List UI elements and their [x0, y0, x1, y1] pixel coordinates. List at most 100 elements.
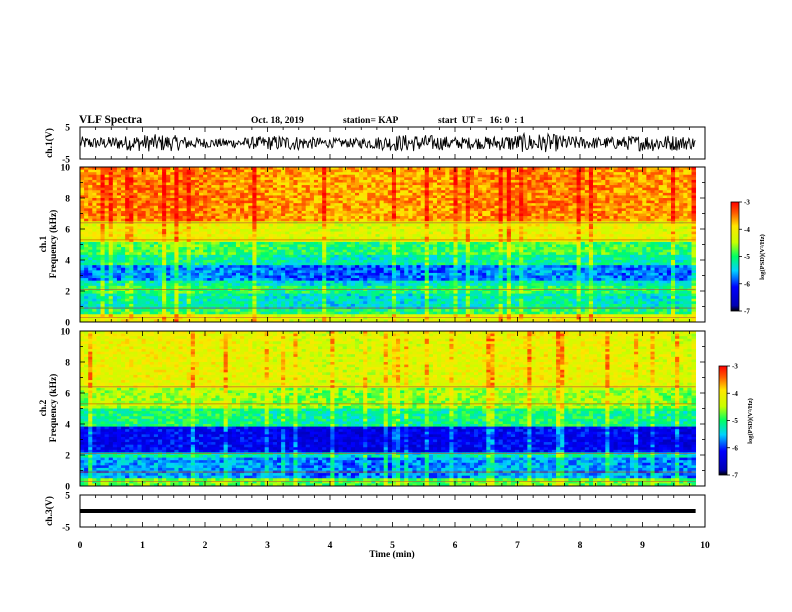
spectrogram-cell — [248, 314, 253, 318]
spectrogram-cell — [346, 262, 352, 266]
spectrogram-cell — [199, 298, 204, 302]
spectrogram-cell — [334, 270, 339, 274]
spectrogram-cell — [80, 208, 85, 212]
spectrogram-cell — [145, 288, 151, 292]
spectrogram-cell — [330, 223, 335, 227]
spectrogram-cell — [244, 179, 249, 183]
spectrogram-cell — [190, 272, 196, 276]
spectrogram-cell — [149, 190, 155, 194]
spectrogram-cell — [309, 172, 315, 176]
spectrogram-cell — [166, 179, 171, 183]
spectrogram-cell — [383, 216, 389, 220]
spectrogram-cell — [285, 270, 290, 274]
spectrogram-cell — [359, 309, 364, 313]
spectrogram-cell — [272, 319, 278, 323]
spectrogram-cell — [359, 218, 364, 222]
spectrogram-cell — [194, 272, 200, 276]
spectrogram-cell — [108, 187, 114, 191]
spectrogram-cell — [223, 298, 229, 302]
spectrogram-cell — [285, 247, 290, 251]
spectrogram-cell — [260, 244, 266, 248]
spectrogram-cell — [108, 231, 114, 235]
spectrogram-cell — [260, 190, 266, 194]
spectrogram-cell — [367, 283, 372, 287]
spectrogram-cell — [256, 231, 261, 235]
spectrogram-cell — [199, 182, 204, 186]
spectrogram-cell — [112, 200, 118, 204]
spectrogram-cell — [240, 298, 245, 302]
spectrogram-cell — [342, 177, 348, 181]
spectrogram-cell — [112, 244, 118, 248]
spectrogram-cell — [219, 223, 225, 227]
spectrogram-cell — [178, 311, 183, 315]
spectrogram-cell — [277, 236, 282, 240]
spectrogram-cell — [383, 260, 389, 263]
spectrogram-cell — [153, 205, 159, 209]
spectrogram-cell — [277, 296, 282, 300]
spectrogram-cell — [285, 229, 290, 232]
spectrogram-cell — [391, 301, 397, 305]
spectrogram-cell — [359, 247, 364, 251]
spectrogram-cell — [88, 192, 93, 196]
spectrogram-cell — [387, 283, 393, 287]
spectrogram-cell — [129, 311, 134, 315]
spectrogram-cell — [166, 172, 171, 176]
spectrogram-cell — [264, 244, 270, 248]
spectrogram-cell — [182, 298, 188, 302]
spectrogram-cell — [223, 241, 229, 245]
spectrogram-cell — [412, 252, 417, 256]
spectrogram-cell — [338, 244, 344, 248]
spectrogram-cell — [383, 311, 389, 315]
spectrogram-cell — [318, 283, 323, 287]
spectrogram-cell — [137, 229, 142, 232]
spectrogram-cell — [313, 187, 319, 191]
spectrogram-cell — [313, 309, 319, 313]
spectrogram-cell — [104, 226, 110, 230]
spectrogram-cell — [203, 210, 208, 214]
spectrogram-cell — [400, 296, 405, 300]
spectrogram-cell — [199, 303, 204, 307]
spectrogram-cell — [211, 192, 216, 196]
spectrogram-cell — [227, 301, 233, 305]
spectrogram-cell — [178, 247, 183, 251]
spectrogram-cell — [264, 298, 270, 302]
spectrogram-cell — [227, 316, 233, 320]
spectrogram-cell — [133, 179, 138, 183]
spectrogram-cell — [215, 275, 220, 279]
spectrogram-cell — [281, 254, 286, 258]
spectrogram-cell — [272, 190, 278, 194]
spectrogram-cell — [92, 182, 97, 186]
spectrogram-cell — [231, 216, 237, 220]
spectrogram-cell — [157, 260, 163, 263]
spectrogram-cell — [285, 260, 290, 263]
spectrogram-cell — [408, 177, 413, 181]
spectrogram-cell — [100, 262, 106, 266]
spectrogram-cell — [170, 293, 175, 297]
spectrogram-cell — [149, 249, 155, 253]
spectrogram-cell — [186, 234, 192, 238]
spectrogram-cell — [400, 257, 405, 261]
spectrogram-cell — [330, 247, 335, 251]
spectrogram-cell — [162, 169, 167, 173]
spectrogram-cell — [297, 309, 303, 313]
spectrogram-cell — [313, 200, 319, 204]
spectrogram-cell — [400, 195, 405, 199]
spectrogram-cell — [313, 267, 319, 271]
spectrogram-cell — [396, 190, 401, 194]
spectrogram-cell — [194, 187, 200, 191]
spectrogram-cell — [277, 301, 282, 305]
spectrogram-cell — [178, 270, 183, 274]
spectrogram-cell — [190, 234, 196, 238]
spectrogram-cell — [379, 223, 385, 227]
spectrogram-cell — [244, 275, 249, 279]
spectrogram-cell — [178, 262, 183, 266]
spectrogram-cell — [412, 244, 417, 248]
spectrogram-cell — [244, 231, 249, 235]
spectrogram-cell — [186, 200, 192, 204]
spectrogram-cell — [256, 280, 261, 284]
spectrogram-cell — [350, 309, 356, 313]
spectrogram-cell — [289, 192, 294, 196]
spectrogram-cell — [342, 210, 348, 214]
spectrogram-cell — [285, 167, 290, 170]
spectrogram-cell — [313, 291, 319, 294]
